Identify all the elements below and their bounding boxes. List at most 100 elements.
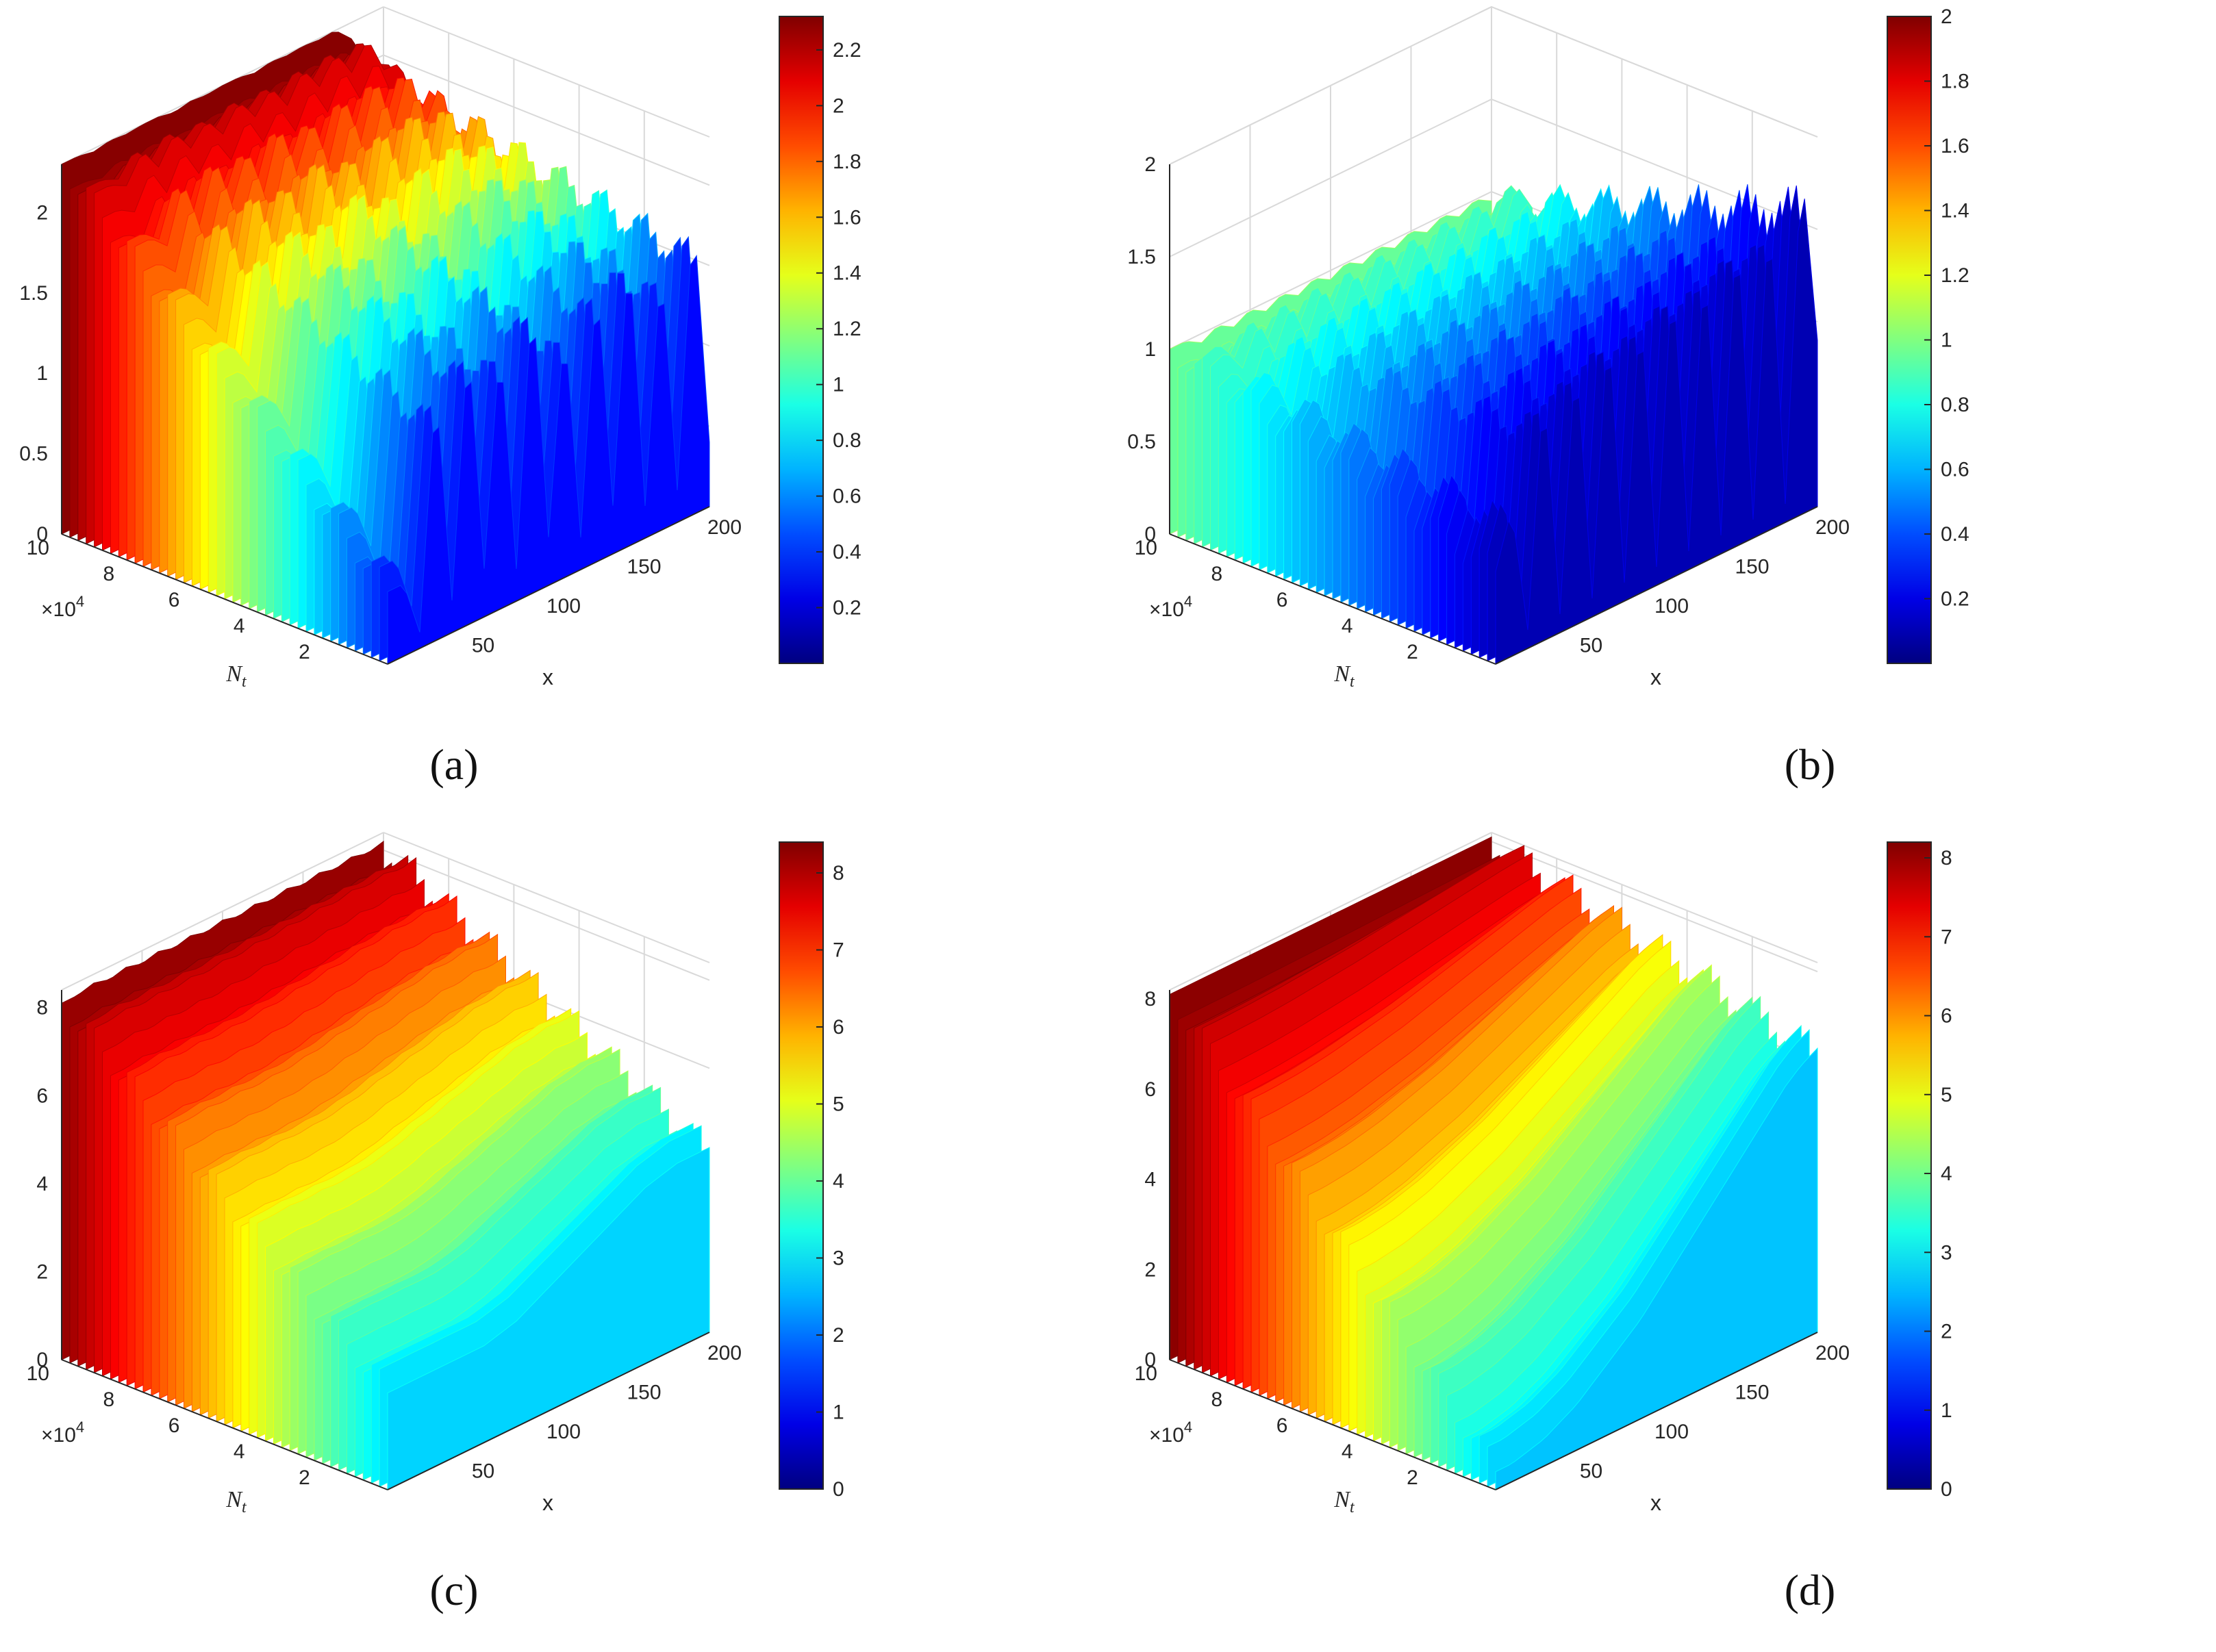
surface-mesh xyxy=(1169,183,1818,665)
colorbar-tick-label: 0.8 xyxy=(1941,394,1969,416)
surface-panel-c: 0 2 4 6 8 50 100 150 200 2 4 6 8 10 ×104 x Nt 0 1 2 3 4 5 6 7 8 (… xyxy=(0,826,1108,1651)
colorbar: 0 1 2 3 4 5 6 7 8 xyxy=(1887,841,1952,1501)
x-tick-label: 100 xyxy=(1654,595,1689,618)
x-tick-label: 50 xyxy=(472,635,494,657)
z-tick-label: 1 xyxy=(1144,338,1156,361)
colorbar-tick-label: 1 xyxy=(833,374,844,396)
z-tick-label: 0 xyxy=(36,523,48,546)
colorbar-tick-label: 0 xyxy=(1941,1478,1952,1501)
y-exponent-label: ×104 xyxy=(41,1419,84,1447)
x-tick-label: 50 xyxy=(472,1460,494,1483)
y-tick-label: 2 xyxy=(1407,641,1418,663)
axis-line xyxy=(387,1332,710,1490)
colorbar-tick-label: 0.6 xyxy=(1941,459,1969,481)
y-exponent-label: ×104 xyxy=(41,593,84,621)
colorbar-tick-label: 3 xyxy=(1941,1241,1952,1264)
x-axis-label: x xyxy=(1650,1490,1661,1515)
y-tick-label: 10 xyxy=(27,1362,49,1385)
colorbar-tick-label: 0.8 xyxy=(833,429,861,452)
surface-plot-a: 00.511.5250100150200246810×104xNt0.20.40… xyxy=(19,6,861,691)
axis-line xyxy=(61,1359,388,1490)
y-tick-label: 8 xyxy=(103,1388,115,1411)
colorbar-tick-label: 8 xyxy=(1941,847,1952,869)
z-tick-label: 2 xyxy=(36,201,48,224)
surface-slice xyxy=(1455,1031,1777,1475)
y-tick-label: 10 xyxy=(1135,1362,1157,1385)
x-tick-label: 200 xyxy=(707,1342,742,1364)
z-tick-label: 2 xyxy=(1144,1258,1156,1281)
colorbar-tick-label: 8 xyxy=(833,862,844,885)
surface-plot-c: 0 2 4 6 8 50 100 150 200 2 4 6 8 10 ×104 x Nt 0 1 2 3 4 5 6 7 8 xyxy=(27,832,844,1516)
x-tick-label: 200 xyxy=(707,516,742,539)
colorbar-tick-label: 1.2 xyxy=(1941,264,1969,287)
z-tick-label: 2 xyxy=(36,1260,48,1283)
colorbar: 0.2 0.4 0.6 0.8 1 1.2 1.4 1.6 1.8 2 2.2 xyxy=(779,16,861,664)
panel-caption-c: (c) xyxy=(429,1566,479,1614)
x-tick-label: 100 xyxy=(1654,1421,1689,1443)
y-tick-label: 6 xyxy=(1276,1414,1288,1437)
axis-line xyxy=(387,506,710,665)
z-tick-label: 0 xyxy=(36,1349,48,1371)
colorbar-tick-label: 1.8 xyxy=(833,151,861,173)
colorbar-tick-label: 5 xyxy=(833,1093,844,1116)
surface-slice xyxy=(1446,1011,1770,1471)
axis-line xyxy=(1495,1332,1818,1490)
y-tick-label: 8 xyxy=(1211,1388,1223,1411)
y-tick-label: 6 xyxy=(168,1414,180,1437)
colorbar-tick-label: 1.4 xyxy=(1941,200,1969,223)
x-tick-label: 200 xyxy=(1815,516,1850,539)
y-axis-label: Nt xyxy=(225,1487,247,1516)
surface-slice xyxy=(387,1147,710,1490)
colorbar-tick-label: 5 xyxy=(1941,1084,1952,1106)
panel-caption-d: (d) xyxy=(1784,1566,1836,1614)
colorbar-tick-label: 0.2 xyxy=(1941,588,1969,611)
colorbar-gradient xyxy=(779,841,824,1490)
y-axis-label: Nt xyxy=(225,661,247,691)
colorbar-tick-label: 1 xyxy=(1941,329,1952,352)
z-tick-label: 1 xyxy=(36,362,48,385)
surface-mesh xyxy=(61,31,710,665)
y-tick-label: 10 xyxy=(1135,537,1157,559)
colorbar-tick-label: 2 xyxy=(1941,5,1952,28)
y-exponent-label: ×104 xyxy=(1149,1419,1192,1447)
y-axis-label: Nt xyxy=(1333,1487,1355,1516)
x-axis-label: x xyxy=(542,1490,553,1515)
y-tick-label: 4 xyxy=(1342,1440,1353,1463)
y-tick-label: 4 xyxy=(234,1440,245,1463)
panel-caption-a: (a) xyxy=(429,740,479,789)
y-tick-label: 4 xyxy=(1342,615,1353,637)
axis-line xyxy=(1495,506,1818,665)
colorbar-tick-label: 1.4 xyxy=(833,262,861,285)
z-tick-label: 8 xyxy=(36,997,48,1019)
surface-slice xyxy=(1470,1034,1793,1481)
surface-panel-a: 0 0.5 1 1.5 2 50 100 150 200 2 4 6 8 10 ×104 x Nt 0.2 0.4 0… xyxy=(0,0,1108,826)
colorbar-tick-label: 0.4 xyxy=(1941,523,1969,546)
x-tick-label: 100 xyxy=(546,595,581,618)
z-tick-label: 0 xyxy=(1144,523,1156,546)
colorbar-tick-label: 6 xyxy=(1941,1005,1952,1028)
colorbar: 0.2 0.4 0.6 0.8 1 1.2 1.4 1.6 1.8 2 xyxy=(1887,5,1969,664)
y-tick-label: 2 xyxy=(299,1466,310,1489)
z-tick-label: 6 xyxy=(1144,1078,1156,1101)
surface-slice xyxy=(1487,1028,1810,1488)
x-tick-label: 150 xyxy=(1735,1382,1769,1404)
y-tick-label: 8 xyxy=(1211,563,1223,585)
axis-lines xyxy=(61,990,710,1490)
z-tick-label: 0.5 xyxy=(19,443,48,466)
x-tick-label: 200 xyxy=(1815,1342,1850,1364)
y-axis-label: Nt xyxy=(1333,661,1355,691)
colorbar-tick-label: 4 xyxy=(833,1170,844,1193)
surface-slice xyxy=(1478,1024,1802,1484)
y-tick-label: 8 xyxy=(103,563,115,585)
y-tick-label: 2 xyxy=(1407,1466,1418,1489)
y-tick-label: 6 xyxy=(168,589,180,611)
y-tick-label: 2 xyxy=(299,641,310,663)
z-tick-label: 1.5 xyxy=(19,282,48,305)
z-tick-label: 1.5 xyxy=(1127,246,1156,268)
colorbar-tick-label: 4 xyxy=(1941,1162,1952,1185)
x-tick-label: 150 xyxy=(627,556,661,579)
surface-mesh xyxy=(61,840,710,1490)
x-tick-label: 150 xyxy=(627,1382,661,1404)
z-tick-label: 0 xyxy=(1144,1349,1156,1371)
z-tick-label: 0.5 xyxy=(1127,431,1156,453)
